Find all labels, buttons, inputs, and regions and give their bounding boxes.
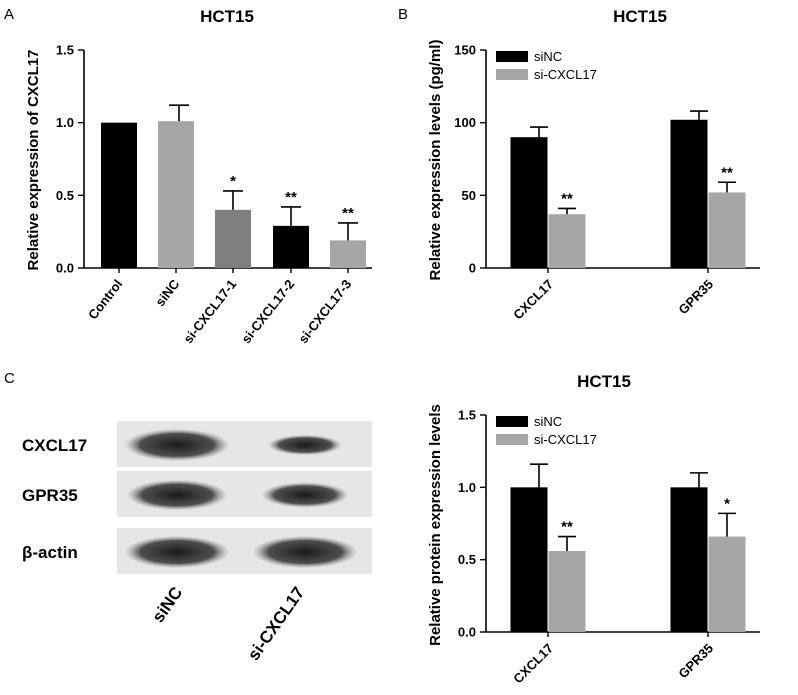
blot-lane-label: si-CXCL17 bbox=[244, 583, 308, 664]
significance-marker: ** bbox=[285, 189, 297, 206]
chart-a-bars: ***** bbox=[101, 104, 366, 269]
blot-band-si-cxcl17 bbox=[261, 482, 349, 508]
blot-row-label: CXCL17 bbox=[22, 436, 87, 455]
x-category-label: si-CXCL17-3 bbox=[295, 277, 354, 347]
chart-b-ylabel: Relative expression levels (pg/ml) bbox=[427, 40, 444, 281]
bar-gpr35-si-cxcl17 bbox=[708, 536, 746, 632]
bar-si-cxcl17-2 bbox=[273, 225, 309, 268]
legend-swatch bbox=[496, 434, 528, 445]
y-tick-label: 1.0 bbox=[458, 480, 476, 495]
legend-label: siNC bbox=[534, 414, 562, 429]
significance-marker: ** bbox=[342, 205, 354, 222]
x-category-label: Control bbox=[85, 277, 125, 323]
legend-label: siNC bbox=[534, 49, 562, 64]
blot-row-label: β-actin bbox=[22, 543, 78, 562]
chart-b-axes: 0 50 100 150 CXCL17 GPR35 bbox=[454, 43, 760, 323]
y-tick-label: 50 bbox=[462, 188, 476, 203]
bar-cxcl17-si-cxcl17 bbox=[548, 214, 586, 268]
bar-si-cxcl17-3 bbox=[330, 240, 366, 268]
panel-letter-a: A bbox=[4, 6, 14, 23]
chart-a: HCT15 Relative expression of CXCL17 0.0 0… bbox=[25, 7, 372, 346]
significance-marker: ** bbox=[561, 519, 573, 536]
legend-swatch bbox=[496, 416, 528, 427]
chart-c-title: HCT15 bbox=[577, 372, 631, 391]
significance-marker: ** bbox=[721, 164, 733, 181]
chart-a-title: HCT15 bbox=[200, 7, 254, 26]
x-category-label: CXCL17 bbox=[510, 277, 556, 323]
bar-sinc bbox=[158, 121, 194, 268]
bar-gpr35-sinc bbox=[670, 119, 708, 268]
significance-marker: ** bbox=[561, 190, 573, 207]
blot-lane-label: siNC bbox=[148, 583, 186, 626]
y-tick-label: 0.5 bbox=[56, 188, 74, 203]
bar-cxcl17-si-cxcl17 bbox=[548, 550, 586, 632]
y-tick-label: 1.5 bbox=[56, 43, 74, 58]
legend-label: si-CXCL17 bbox=[534, 67, 597, 82]
y-tick-label: 1.5 bbox=[458, 408, 476, 423]
y-tick-label: 1.0 bbox=[56, 115, 74, 130]
y-tick-label: 0.0 bbox=[56, 261, 74, 276]
blot-band-sinc bbox=[124, 535, 230, 569]
y-tick-label: 150 bbox=[454, 43, 476, 58]
bar-cxcl17-sinc bbox=[510, 137, 548, 268]
blot-band-si-cxcl17 bbox=[252, 535, 358, 569]
blot-row-label: GPR35 bbox=[22, 486, 78, 505]
legend-swatch bbox=[496, 51, 528, 62]
blot-band-si-cxcl17 bbox=[268, 434, 342, 456]
legend-swatch bbox=[496, 69, 528, 80]
panel-letter-c: C bbox=[4, 370, 15, 387]
chart-b-bars: ** ** bbox=[510, 110, 746, 268]
chart-b: HCT15 Relative expression levels (pg/ml)… bbox=[427, 7, 760, 322]
chart-b-title: HCT15 bbox=[613, 7, 667, 26]
chart-c: HCT15 Relative protein expression levels… bbox=[427, 372, 760, 686]
bar-control bbox=[101, 122, 137, 269]
blot-band-sinc bbox=[126, 479, 228, 511]
significance-marker: * bbox=[230, 173, 236, 190]
y-tick-label: 0.0 bbox=[458, 625, 476, 640]
x-category-label: si-CXCL17-2 bbox=[238, 277, 297, 347]
significance-marker: * bbox=[724, 495, 730, 512]
x-category-label: siNC bbox=[152, 276, 182, 309]
x-category-label: CXCL17 bbox=[510, 641, 556, 687]
bar-gpr35-sinc bbox=[670, 487, 708, 632]
y-tick-label: 0 bbox=[469, 261, 476, 276]
legend-label: si-CXCL17 bbox=[534, 432, 597, 447]
chart-c-bars: *** bbox=[510, 463, 746, 632]
bar-si-cxcl17-1 bbox=[215, 209, 251, 268]
chart-b-legend: siNC si-CXCL17 bbox=[496, 49, 597, 82]
bar-gpr35-si-cxcl17 bbox=[708, 192, 746, 268]
y-tick-label: 100 bbox=[454, 115, 476, 130]
y-tick-label: 0.5 bbox=[458, 552, 476, 567]
panel-letter-b: B bbox=[398, 6, 408, 23]
bar-cxcl17-sinc bbox=[510, 487, 548, 632]
western-blot: CXCL17 GPR35 β-actin siNC si-CXCL17 bbox=[22, 421, 372, 664]
blot-band-sinc bbox=[124, 428, 230, 462]
x-category-label: si-CXCL17-1 bbox=[180, 277, 239, 347]
chart-c-legend: siNC si-CXCL17 bbox=[496, 414, 597, 447]
chart-c-ylabel: Relative protein expression levels bbox=[427, 404, 444, 646]
x-category-label: GPR35 bbox=[675, 641, 716, 682]
x-category-label: GPR35 bbox=[675, 277, 716, 318]
chart-a-ylabel: Relative expression of CXCL17 bbox=[25, 50, 42, 271]
